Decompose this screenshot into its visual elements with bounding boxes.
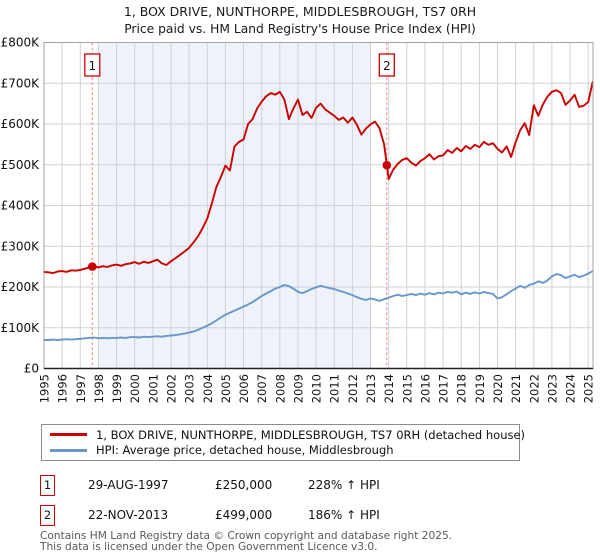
sale-1-price: £250,000	[215, 478, 273, 492]
x-axis-tick-label: 2003	[183, 374, 197, 403]
x-axis-tick-label: 2001	[146, 374, 160, 403]
x-axis-tick-label: 2017	[437, 374, 451, 403]
property-price-line	[43, 81, 594, 275]
y-axis-tick-label: £300K	[1, 239, 41, 253]
x-axis-tick-label: 2014	[382, 374, 396, 403]
x-axis-tick-label: 2018	[455, 374, 469, 403]
hpi-line-swatch	[50, 448, 87, 452]
x-axis-tick-label: 2011	[328, 374, 342, 403]
legend-item-hpi: HPI: Average price, detached house, Midd…	[42, 443, 519, 459]
y-axis-tick-label: £500K	[1, 158, 41, 172]
hpi-line	[43, 270, 594, 341]
x-axis-tick-label: 2009	[292, 374, 306, 403]
sale-2-number-box: 2	[40, 505, 55, 526]
sale-2-price: £499,000	[215, 508, 273, 522]
sale-annotation-1: 1 29-AUG-1997 £250,000 228% ↑ HPI	[0, 475, 600, 497]
x-axis-tick-label: 2000	[128, 374, 142, 403]
x-axis-tick-label: 2008	[273, 374, 287, 403]
x-axis-tick-label: 2004	[201, 374, 215, 403]
footer-line-2: This data is licensed under the Open Gov…	[40, 541, 378, 554]
sale-2-flag-box	[378, 53, 395, 77]
legend-item-property: 1, BOX DRIVE, NUNTHORPE, MIDDLESBROUGH, …	[42, 427, 525, 443]
sale-1-date: 29-AUG-1997	[88, 478, 169, 492]
x-axis-tick-label: 1996	[56, 374, 70, 403]
sale-annotation-2: 2 22-NOV-2013 £499,000 186% ↑ HPI	[0, 505, 600, 527]
chart-title: 1, BOX DRIVE, NUNTHORPE, MIDDLESBROUGH, …	[124, 4, 476, 19]
x-axis-tick-label: 2012	[346, 374, 360, 403]
sale-1-number-box: 1	[40, 475, 55, 496]
sale-1-flag-number: 1	[88, 59, 96, 73]
y-axis-tick-label: £800K	[1, 36, 41, 50]
legend-label-property: 1, BOX DRIVE, NUNTHORPE, MIDDLESBROUGH, …	[96, 427, 526, 442]
sale-2-hpi-delta: 186% ↑ HPI	[308, 508, 380, 522]
x-axis-tick-label: 2024	[564, 374, 578, 403]
x-axis-tick-label: 2013	[364, 374, 378, 403]
x-axis-tick-label: 2023	[545, 374, 559, 403]
sale-1-flag-box	[84, 53, 101, 77]
x-axis-tick-label: 2010	[310, 374, 324, 403]
y-axis-tick-label: £200K	[1, 280, 41, 294]
x-axis-tick-label: 2016	[418, 374, 432, 403]
y-axis-tick-label: £100K	[1, 321, 41, 335]
legend-label-hpi: HPI: Average price, detached house, Midd…	[96, 443, 394, 458]
plot-area: £0 £100K £200K £300K £400K £500K £600K £700K £80…	[1, 36, 596, 404]
y-axis-tick-label: £0	[24, 362, 39, 376]
x-axis-tick-label: 2006	[237, 374, 251, 403]
legend: 1, BOX DRIVE, NUNTHORPE, MIDDLESBROUGH, …	[41, 424, 525, 461]
x-axis-tick-label: 2007	[255, 374, 269, 403]
footer-line-1: Contains HM Land Registry data © Crown c…	[40, 530, 453, 542]
license-footer: Contains HM Land Registry data © Crown c…	[40, 530, 453, 554]
x-axis-tick-label: 1999	[110, 374, 124, 403]
x-axis-tick-label: 2022	[527, 374, 541, 403]
price-chart-canvas: 1, BOX DRIVE, NUNTHORPE, MIDDLESBROUGH, …	[1, 4, 596, 404]
x-axis-tick-label: 2015	[400, 374, 414, 403]
x-axis-tick-label: 2002	[165, 374, 179, 403]
x-axis-tick-label: 2021	[509, 374, 523, 403]
y-axis-tick-label: £600K	[1, 117, 41, 131]
sale-2-date: 22-NOV-2013	[88, 508, 169, 522]
y-axis-tick-label: £700K	[1, 76, 41, 90]
x-axis-tick-label: 2025	[582, 374, 596, 403]
x-axis-tick-label: 1995	[38, 374, 52, 403]
sale-2-flag-number: 2	[383, 59, 391, 73]
sale-1-hpi-delta: 228% ↑ HPI	[308, 478, 380, 492]
property-line-swatch	[50, 433, 87, 437]
sale-1-marker-dot	[88, 262, 97, 271]
x-axis-tick-label: 2005	[219, 374, 233, 403]
chart-subtitle: Price paid vs. HM Land Registry's House …	[124, 22, 476, 36]
x-axis-tick-label: 2020	[491, 374, 505, 403]
y-axis-tick-label: £400K	[1, 199, 41, 213]
x-axis-tick-label: 1997	[74, 374, 88, 403]
x-axis-tick-label: 2019	[473, 374, 487, 403]
x-axis-tick-label: 1998	[92, 374, 106, 403]
sale-2-marker-dot	[382, 160, 392, 170]
